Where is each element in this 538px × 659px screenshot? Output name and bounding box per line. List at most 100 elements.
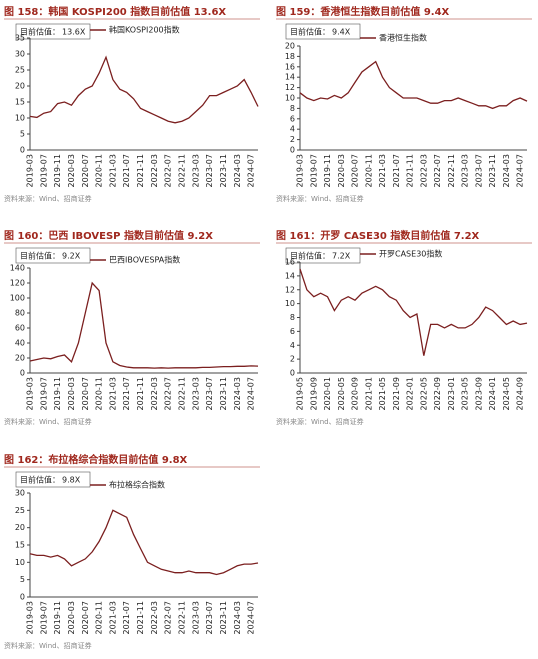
y-tick-label: 15 [15, 541, 25, 550]
annotation-box [15, 23, 91, 40]
x-tick-label: 2021-05 [378, 377, 387, 410]
source-note: 资料来源：Wind、招商证券 [276, 194, 364, 203]
y-tick-label: 120 [10, 279, 25, 288]
x-tick-label: 2021-07 [392, 154, 401, 187]
x-tick-label: 2023-11 [219, 601, 228, 634]
x-tick-label: 2020-07 [81, 154, 90, 187]
annotation-label: 目前估值： [20, 251, 60, 261]
y-tick-label: 140 [10, 264, 25, 273]
y-tick-label: 0 [290, 369, 295, 378]
data-line [299, 268, 528, 356]
x-tick-label: 2021-11 [136, 154, 145, 187]
x-tick-label: 2019-03 [26, 377, 35, 410]
annotation-value: 9.4X [332, 28, 351, 37]
y-tick-label: 40 [15, 339, 25, 348]
x-tick-label: 2023-07 [205, 377, 214, 410]
y-tick-label: 10 [15, 558, 25, 567]
x-tick-label: 2022-05 [419, 377, 428, 410]
x-tick-label: 2023-03 [461, 154, 470, 187]
x-tick-label: 2024-07 [247, 601, 256, 634]
x-tick-label: 2019-07 [309, 154, 318, 187]
annotation-value: 9.2X [62, 252, 81, 261]
y-tick-label: 4 [290, 125, 295, 134]
x-tick-label: 2022-03 [150, 154, 159, 187]
annotation-label: 目前估值： [20, 27, 60, 37]
x-tick-label: 2022-11 [178, 601, 187, 634]
x-tick-label: 2019-11 [53, 154, 62, 187]
y-tick-label: 25 [15, 66, 25, 75]
x-tick-label: 2019-09 [309, 377, 318, 410]
x-tick-label: 2024-03 [502, 154, 511, 187]
source-note: 资料来源：Wind、招商证券 [4, 641, 92, 650]
y-tick-label: 12 [285, 285, 295, 294]
x-tick-label: 2019-03 [26, 601, 35, 634]
y-tick-label: 18 [285, 52, 295, 61]
x-tick-label: 2021-07 [122, 377, 131, 410]
annotation-box [285, 23, 361, 40]
y-tick-label: 14 [285, 73, 295, 82]
y-tick-label: 4 [290, 341, 295, 350]
x-tick-label: 2024-07 [247, 377, 256, 410]
x-tick-label: 2020-11 [95, 154, 104, 187]
y-tick-label: 5 [20, 130, 25, 139]
legend-label: 韩国KOSPI200指数 [109, 25, 180, 35]
y-tick-label: 14 [285, 271, 295, 280]
x-tick-label: 2020-03 [67, 154, 76, 187]
y-tick-label: 10 [285, 299, 295, 308]
x-tick-label: 2023-07 [205, 154, 214, 187]
annotation-value: 13.6X [62, 28, 86, 37]
y-tick-label: 0 [20, 146, 25, 155]
x-tick-label: 2024-01 [488, 377, 497, 410]
x-tick-label: 2023-01 [447, 377, 456, 410]
chart-title: 图 162：布拉格综合指数目前估值 9.8X [4, 453, 188, 466]
x-tick-label: 2022-03 [150, 601, 159, 634]
chart-title: 图 161：开罗 CASE30 指数目前估值 7.2X [276, 229, 480, 242]
x-tick-label: 2022-01 [406, 377, 415, 410]
x-tick-label: 2021-01 [364, 377, 373, 410]
x-tick-label: 2021-03 [108, 601, 117, 634]
y-tick-label: 25 [15, 506, 25, 515]
x-tick-label: 2021-03 [378, 154, 387, 187]
chart-title: 图 158：韩国 KOSPI200 指数目前估值 13.6X [4, 5, 226, 18]
x-tick-label: 2019-05 [296, 377, 305, 410]
annotation-box [15, 471, 91, 488]
x-tick-label: 2021-11 [136, 377, 145, 410]
chart-title: 图 160：巴西 IBOVESP 指数目前估值 9.2X [4, 229, 213, 242]
y-tick-label: 2 [290, 355, 295, 364]
x-tick-label: 2023-05 [461, 377, 470, 410]
chart-title: 图 159：香港恒生指数目前估值 9.4X [276, 5, 450, 18]
source-note: 资料来源：Wind、招商证券 [4, 417, 92, 426]
y-tick-label: 16 [285, 62, 295, 71]
legend-label: 开罗CASE30指数 [379, 249, 442, 259]
x-tick-label: 2021-11 [136, 601, 145, 634]
annotation-box [285, 247, 361, 264]
data-line [299, 60, 528, 110]
y-tick-label: 6 [290, 114, 295, 123]
x-tick-label: 2020-07 [351, 154, 360, 187]
x-tick-label: 2020-07 [81, 601, 90, 634]
x-tick-label: 2020-11 [95, 377, 104, 410]
x-tick-label: 2022-09 [433, 377, 442, 410]
x-tick-label: 2019-03 [296, 154, 305, 187]
x-tick-label: 2019-07 [39, 377, 48, 410]
annotation-value: 9.8X [62, 476, 81, 485]
y-tick-label: 0 [20, 369, 25, 378]
x-tick-label: 2024-05 [502, 377, 511, 410]
y-tick-label: 12 [285, 83, 295, 92]
source-note: 资料来源：Wind、招商证券 [4, 194, 92, 203]
x-tick-label: 2021-03 [108, 154, 117, 187]
x-tick-label: 2024-03 [233, 377, 242, 410]
x-tick-label: 2019-11 [53, 377, 62, 410]
x-tick-label: 2020-11 [364, 154, 373, 187]
x-tick-label: 2022-11 [178, 377, 187, 410]
y-tick-label: 0 [20, 593, 25, 602]
x-tick-label: 2023-07 [205, 601, 214, 634]
x-tick-label: 2021-03 [108, 377, 117, 410]
x-tick-label: 2021-07 [122, 601, 131, 634]
x-tick-label: 2020-05 [337, 377, 346, 410]
y-tick-label: 100 [10, 294, 25, 303]
y-tick-label: 8 [290, 104, 295, 113]
y-tick-label: 0 [290, 146, 295, 155]
x-tick-label: 2024-07 [516, 154, 525, 187]
